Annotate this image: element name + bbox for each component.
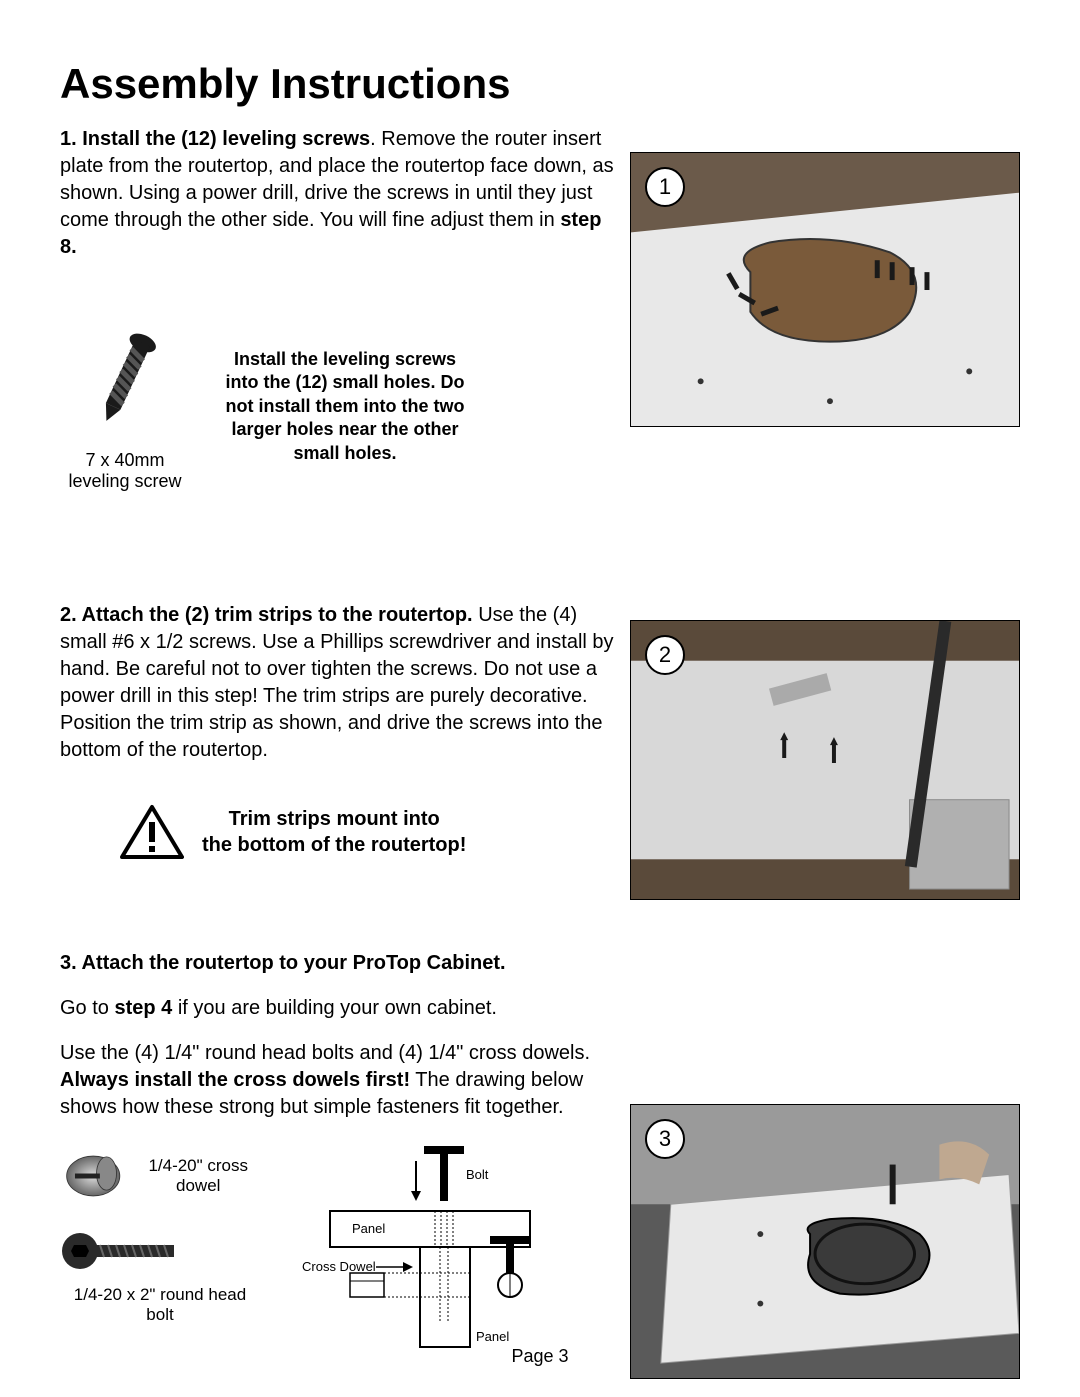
page-number: Page 3	[0, 1346, 1080, 1367]
hardware-images-col: 1/4-20" cross dowel 1/4-20 x 2" round he…	[60, 1141, 260, 1326]
photo1-number: 1	[645, 167, 685, 207]
step3-body-a: Go to step 4 if you are building your ow…	[60, 995, 620, 1022]
bolt-icon	[60, 1221, 180, 1281]
step2-text: 2. Attach the (2) trim strips to the rou…	[60, 602, 620, 764]
diagram-panel-label-1: Panel	[352, 1221, 385, 1236]
step3-photo: 3	[630, 1104, 1020, 1379]
step1-photo: 1	[630, 152, 1020, 427]
step1-section: 1. Install the (12) leveling screws. Rem…	[60, 126, 620, 492]
warning-text: Trim strips mount into the bottom of the…	[202, 806, 466, 858]
hardware-row: 1/4-20" cross dowel 1/4-20 x 2" round he…	[60, 1141, 620, 1366]
cross-dowel-icon	[60, 1141, 126, 1211]
step2-photo: 2	[630, 620, 1020, 900]
warning-line2: the bottom of the routertop!	[202, 834, 466, 856]
step1-text: 1. Install the (12) leveling screws. Rem…	[60, 126, 620, 261]
photo2-number: 2	[645, 635, 685, 675]
page-title: Assembly Instructions	[60, 60, 1020, 108]
step2-heading: 2. Attach the (2) trim strips to the rou…	[60, 604, 473, 626]
step2-section: 2. Attach the (2) trim strips to the rou…	[60, 602, 620, 860]
warning-icon	[120, 804, 184, 860]
diagram-panel-label-2: Panel	[476, 1329, 509, 1344]
leveling-screw-figure: 7 x 40mm leveling screw	[60, 321, 190, 492]
step3-body-b: Use the (4) 1/4" round head bolts and (4…	[60, 1040, 620, 1121]
screw-caption: 7 x 40mm leveling screw	[60, 450, 190, 492]
step3-heading: 3. Attach the routertop to your ProTop C…	[60, 952, 506, 974]
screw-note: Install the leveling screws into the (12…	[220, 348, 470, 465]
screw-illustration-row: 7 x 40mm leveling screw Install the leve…	[60, 321, 620, 492]
assembly-diagram: Bolt Panel Cross Dowel	[290, 1141, 550, 1366]
photo3-number: 3	[645, 1119, 685, 1159]
bolt-caption: 1/4-20 x 2" round head bolt	[60, 1285, 260, 1326]
warning-row: Trim strips mount into the bottom of the…	[120, 804, 620, 860]
diagram-crossdowel-label: Cross Dowel	[302, 1259, 376, 1274]
step3-section: 3. Attach the routertop to your ProTop C…	[60, 950, 620, 1366]
warning-line1: Trim strips mount into	[229, 808, 440, 830]
diagram-bolt-label: Bolt	[466, 1167, 489, 1182]
step3-heading-p: 3. Attach the routertop to your ProTop C…	[60, 950, 620, 977]
cross-dowel-caption: 1/4-20" cross dowel	[136, 1156, 260, 1197]
screw-icon	[65, 321, 185, 441]
step1-heading: 1. Install the (12) leveling screws	[60, 128, 370, 150]
step2-body: Use the (4) small #6 x 1/2 screws. Use a…	[60, 604, 614, 761]
